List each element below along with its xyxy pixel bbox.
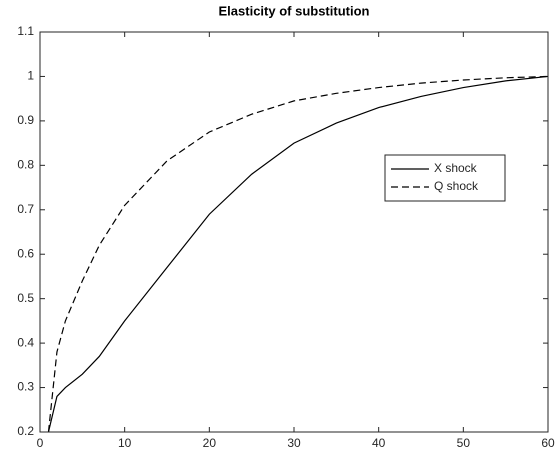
y-tick-label: 0.3 [17,380,34,394]
y-tick-label: 1.1 [17,24,34,38]
x-tick-label: 10 [118,436,132,450]
legend-box [384,154,506,202]
y-tick-label: 0.6 [17,246,34,260]
x-tick-label: 60 [541,436,555,450]
y-tick-label: 1 [27,69,34,83]
chart-title: Elasticity of substitution [219,3,370,18]
plot-area [40,32,548,432]
x-tick-label: 0 [37,436,44,450]
y-tick-label: 0.9 [17,113,34,127]
x-tick-label: 30 [287,436,301,450]
series-line [47,75,549,433]
axes-box [39,31,549,433]
legend-label: Q shock [434,179,479,193]
x-tick-label: 40 [372,436,386,450]
y-tick-label: 0.2 [17,424,34,438]
y-tick-label: 0.4 [17,335,34,349]
y-tick-label: 0.8 [17,158,34,172]
y-tick-label: 0.7 [17,202,34,216]
x-tick-label: 20 [203,436,217,450]
x-tick-label: 50 [457,436,471,450]
legend: X shock Q shock [384,154,506,202]
legend-label: X shock [434,161,478,175]
series-line [47,75,549,433]
y-tick-label: 0.5 [17,291,34,305]
